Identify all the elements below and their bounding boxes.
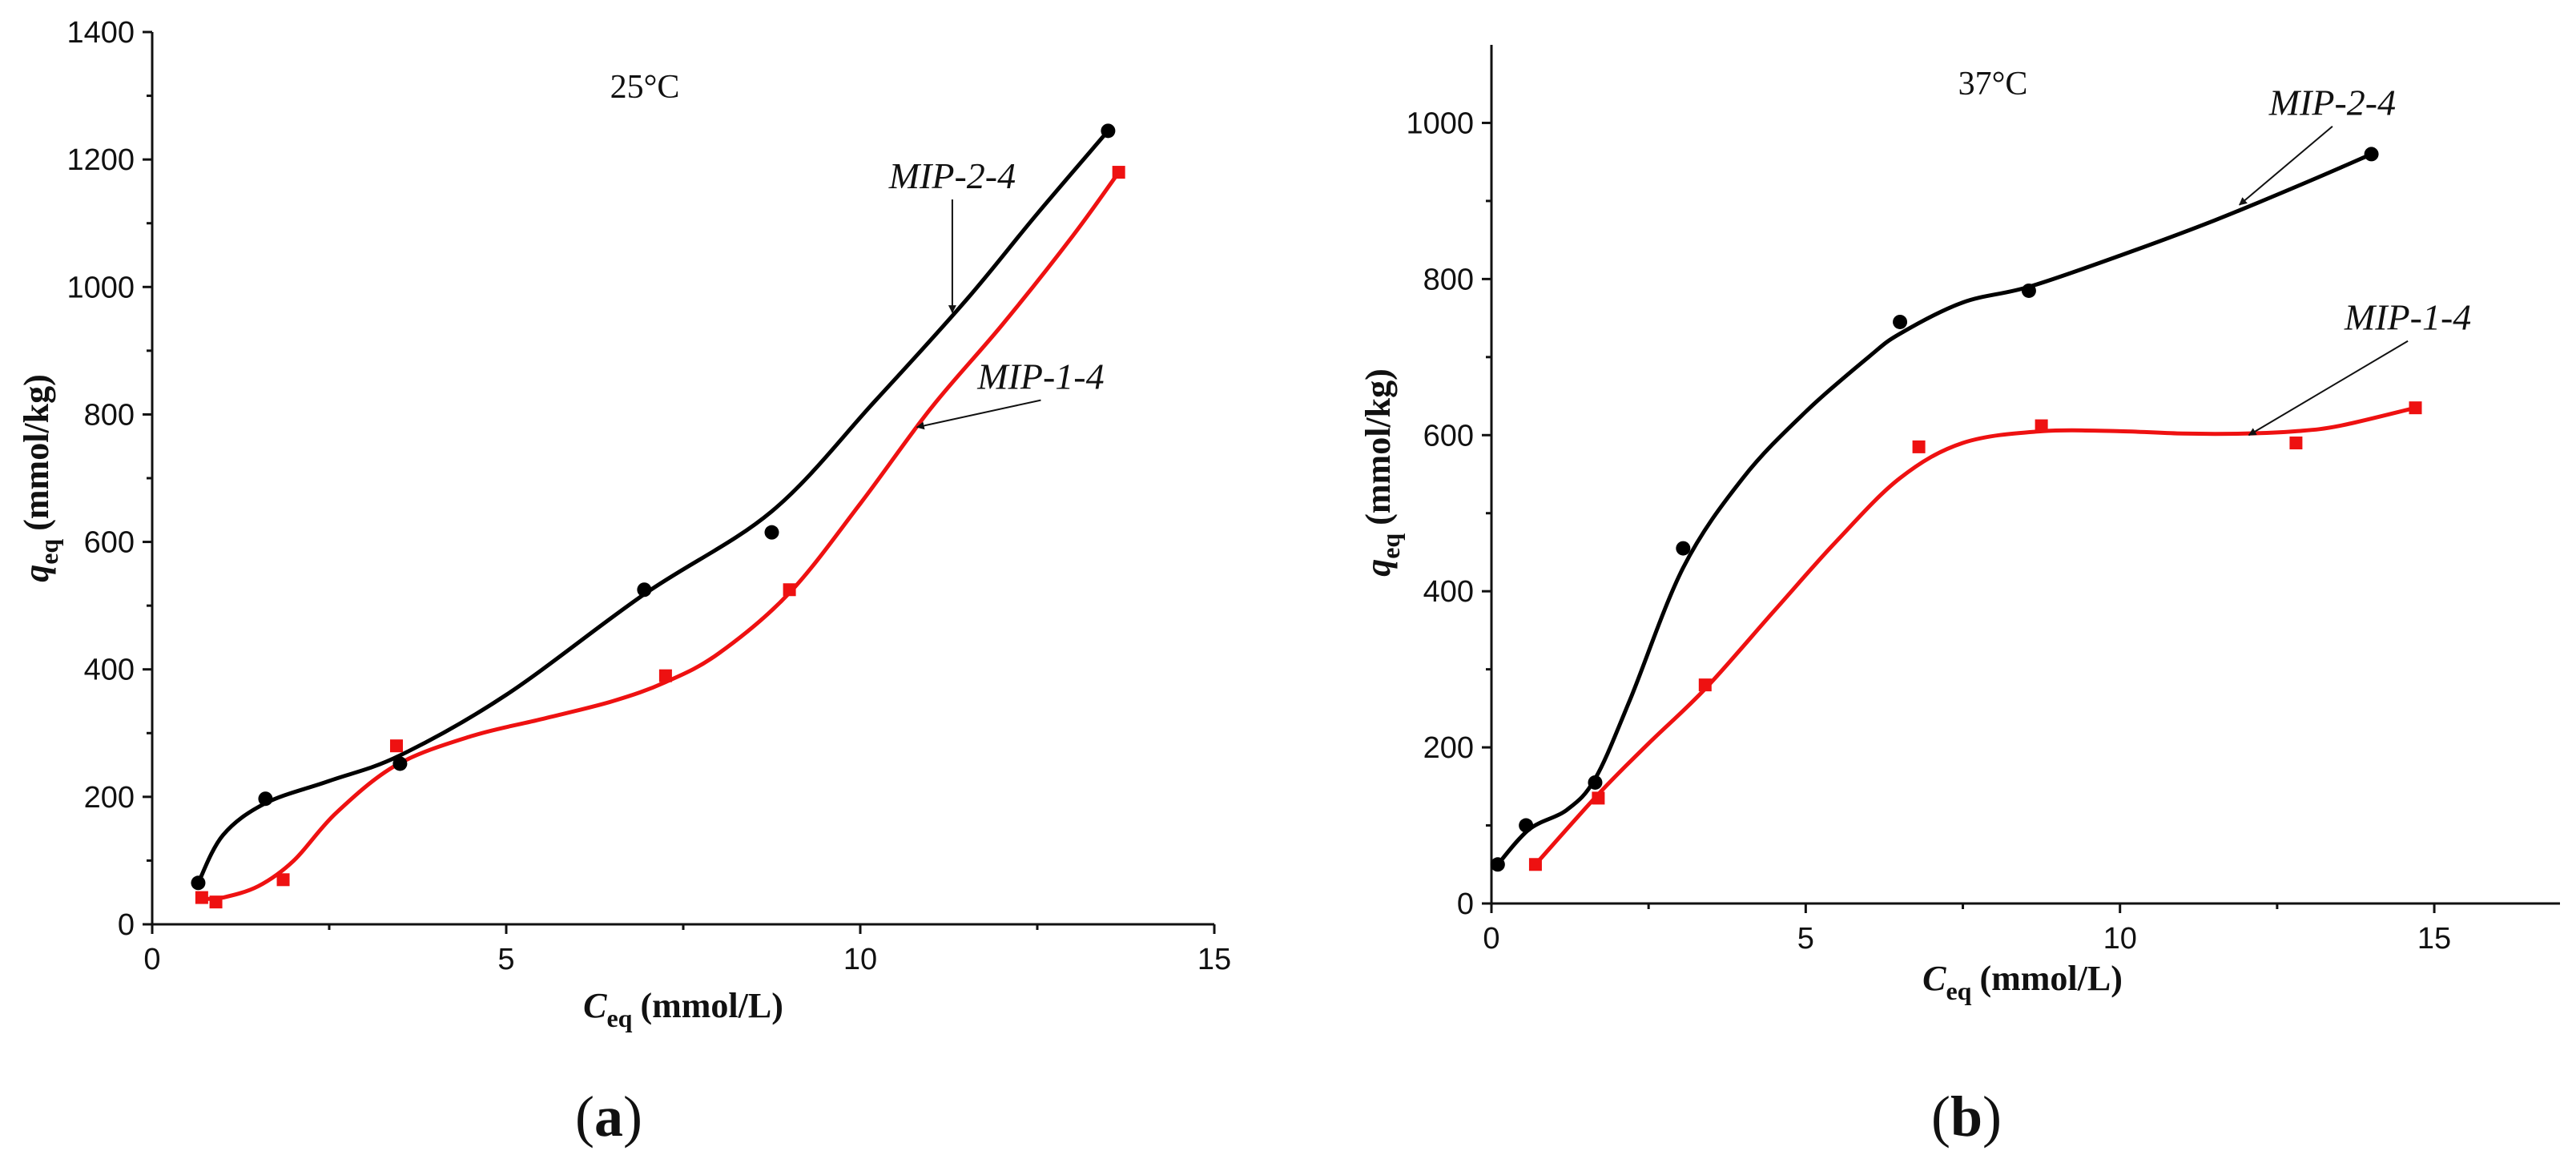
- annotation-label-mip-2-4: MIP-2-4: [888, 155, 1016, 196]
- x-axis-subscript: eq: [1946, 976, 1971, 1005]
- fit-lines: [1495, 152, 2417, 866]
- annotation-label-mip-1-4: MIP-1-4: [2344, 297, 2471, 338]
- y-tick-label: 600: [1423, 419, 1474, 453]
- data-point-mip-2-4: [258, 791, 273, 807]
- x-axis-symbol: C: [1922, 959, 1946, 998]
- y-axis-title: qeq (mmol/kg): [17, 374, 63, 582]
- data-points: [191, 123, 1125, 909]
- y-tick-label: 800: [84, 398, 135, 432]
- y-tick-label: 1400: [66, 16, 135, 50]
- x-axis-title: Ceq (mmol/L): [583, 986, 783, 1032]
- y-tick-label: 1200: [66, 143, 135, 177]
- data-point-mip-1-4: [1592, 791, 1605, 805]
- data-point-mip-2-4: [1893, 314, 1908, 329]
- data-points: [1490, 147, 2422, 872]
- data-point-mip-1-4: [2035, 419, 2048, 433]
- data-point-mip-2-4: [1519, 818, 1534, 833]
- y-tick-label: 1000: [1406, 107, 1474, 140]
- data-point-mip-1-4: [389, 739, 403, 753]
- data-point-mip-2-4: [764, 525, 779, 540]
- x-tick-label: 15: [2417, 922, 2451, 956]
- x-axis-units: (mmol/L): [640, 986, 783, 1025]
- x-tick-label: 5: [1797, 922, 1814, 956]
- annotation-label-mip-1-4: MIP-1-4: [976, 356, 1104, 397]
- annotations: MIP-2-4 MIP-1-4: [2239, 82, 2471, 437]
- x-tick-label: 10: [2103, 922, 2137, 956]
- y-tick-label: 400: [1423, 575, 1474, 609]
- panel-label-letter: b: [1950, 1085, 1982, 1149]
- y-axis-subscript: eq: [1376, 533, 1405, 559]
- y-tick-label: 200: [1423, 731, 1474, 765]
- annotation-arrow-mip-1-4: [2248, 340, 2409, 437]
- y-tick-label: 0: [1457, 887, 1474, 921]
- x-tick-label: 5: [497, 943, 514, 976]
- data-point-mip-1-4: [1112, 166, 1125, 179]
- temperature-label: 37°C: [1958, 66, 2028, 103]
- data-point-mip-1-4: [195, 891, 208, 904]
- ticks: 0 200 400 600 800 1000 0 5 10 15: [1406, 107, 2451, 956]
- x-tick-label: 0: [143, 943, 160, 976]
- x-axis-symbol: C: [583, 986, 607, 1025]
- x-tick-label: 0: [1483, 922, 1499, 956]
- ticks: 0 200 400 600 800 1000 1200 1400 0 5 10 15: [66, 16, 1231, 976]
- data-point-mip-2-4: [1676, 541, 1691, 556]
- y-axis-title: qeq (mmol/kg): [1358, 368, 1405, 577]
- data-point-mip-1-4: [1912, 440, 1926, 453]
- y-tick-label: 0: [118, 908, 135, 942]
- y-tick-label: 1000: [66, 271, 135, 304]
- x-tick-label: 10: [843, 943, 877, 976]
- panel-label-close: ): [623, 1085, 642, 1149]
- y-axis-units: (mmol/kg): [17, 374, 56, 531]
- x-axis-subscript: eq: [606, 1004, 632, 1032]
- y-axis-units: (mmol/kg): [1358, 368, 1398, 525]
- annotations: MIP-2-4 MIP-1-4: [888, 155, 1105, 430]
- chart-panel-b: 0 200 400 600 800 1000 0 5 10 15 MIP-2-4 MIP-1-4 3…: [1358, 45, 2560, 1149]
- fit-line-mip-2-4: [1495, 152, 2373, 866]
- data-point-mip-1-4: [1698, 678, 1712, 692]
- fit-line-mip-1-4: [201, 171, 1121, 901]
- data-point-mip-2-4: [2021, 283, 2036, 298]
- data-point-mip-1-4: [1528, 858, 1542, 871]
- y-tick-label: 200: [84, 781, 135, 815]
- annotation-label-mip-2-4: MIP-2-4: [2268, 82, 2396, 123]
- data-point-mip-1-4: [2289, 437, 2303, 450]
- y-axis-symbol: q: [1358, 559, 1398, 577]
- fit-line-mip-1-4: [1534, 405, 2417, 866]
- data-point-mip-1-4: [2409, 401, 2422, 415]
- data-point-mip-2-4: [637, 582, 652, 598]
- axes: [151, 32, 1214, 926]
- axes: [1490, 45, 2560, 905]
- x-tick-label: 15: [1197, 943, 1231, 976]
- data-point-mip-2-4: [191, 875, 206, 891]
- data-point-mip-2-4: [1490, 857, 1505, 872]
- data-point-mip-1-4: [209, 895, 223, 909]
- data-point-mip-2-4: [1588, 775, 1603, 790]
- panel-label-letter: a: [594, 1085, 623, 1149]
- data-point-mip-2-4: [2364, 147, 2379, 162]
- panel-label: (a): [575, 1085, 642, 1149]
- panel-label-open: (: [575, 1085, 594, 1149]
- annotation-arrow-mip-1-4: [916, 399, 1041, 430]
- x-axis-title: Ceq (mmol/L): [1922, 959, 2123, 1005]
- data-point-mip-2-4: [1101, 123, 1116, 139]
- data-point-mip-2-4: [392, 756, 408, 771]
- y-tick-label: 400: [84, 654, 135, 687]
- panel-label: (b): [1931, 1085, 2002, 1149]
- data-point-mip-1-4: [658, 669, 672, 682]
- data-point-mip-1-4: [783, 583, 796, 597]
- x-axis-units: (mmol/L): [1979, 959, 2122, 998]
- y-tick-label: 600: [84, 526, 135, 560]
- panel-label-close: ): [1982, 1085, 2002, 1149]
- temperature-label: 25°C: [610, 69, 680, 106]
- panel-label-open: (: [1931, 1085, 1950, 1149]
- annotation-arrow-mip-2-4: [2239, 125, 2333, 206]
- data-point-mip-1-4: [276, 873, 290, 887]
- y-axis-subscript: eq: [34, 539, 63, 565]
- y-axis-symbol: q: [17, 565, 56, 582]
- y-tick-label: 800: [1423, 263, 1474, 296]
- fit-line-mip-2-4: [196, 129, 1110, 884]
- fit-lines: [196, 129, 1121, 901]
